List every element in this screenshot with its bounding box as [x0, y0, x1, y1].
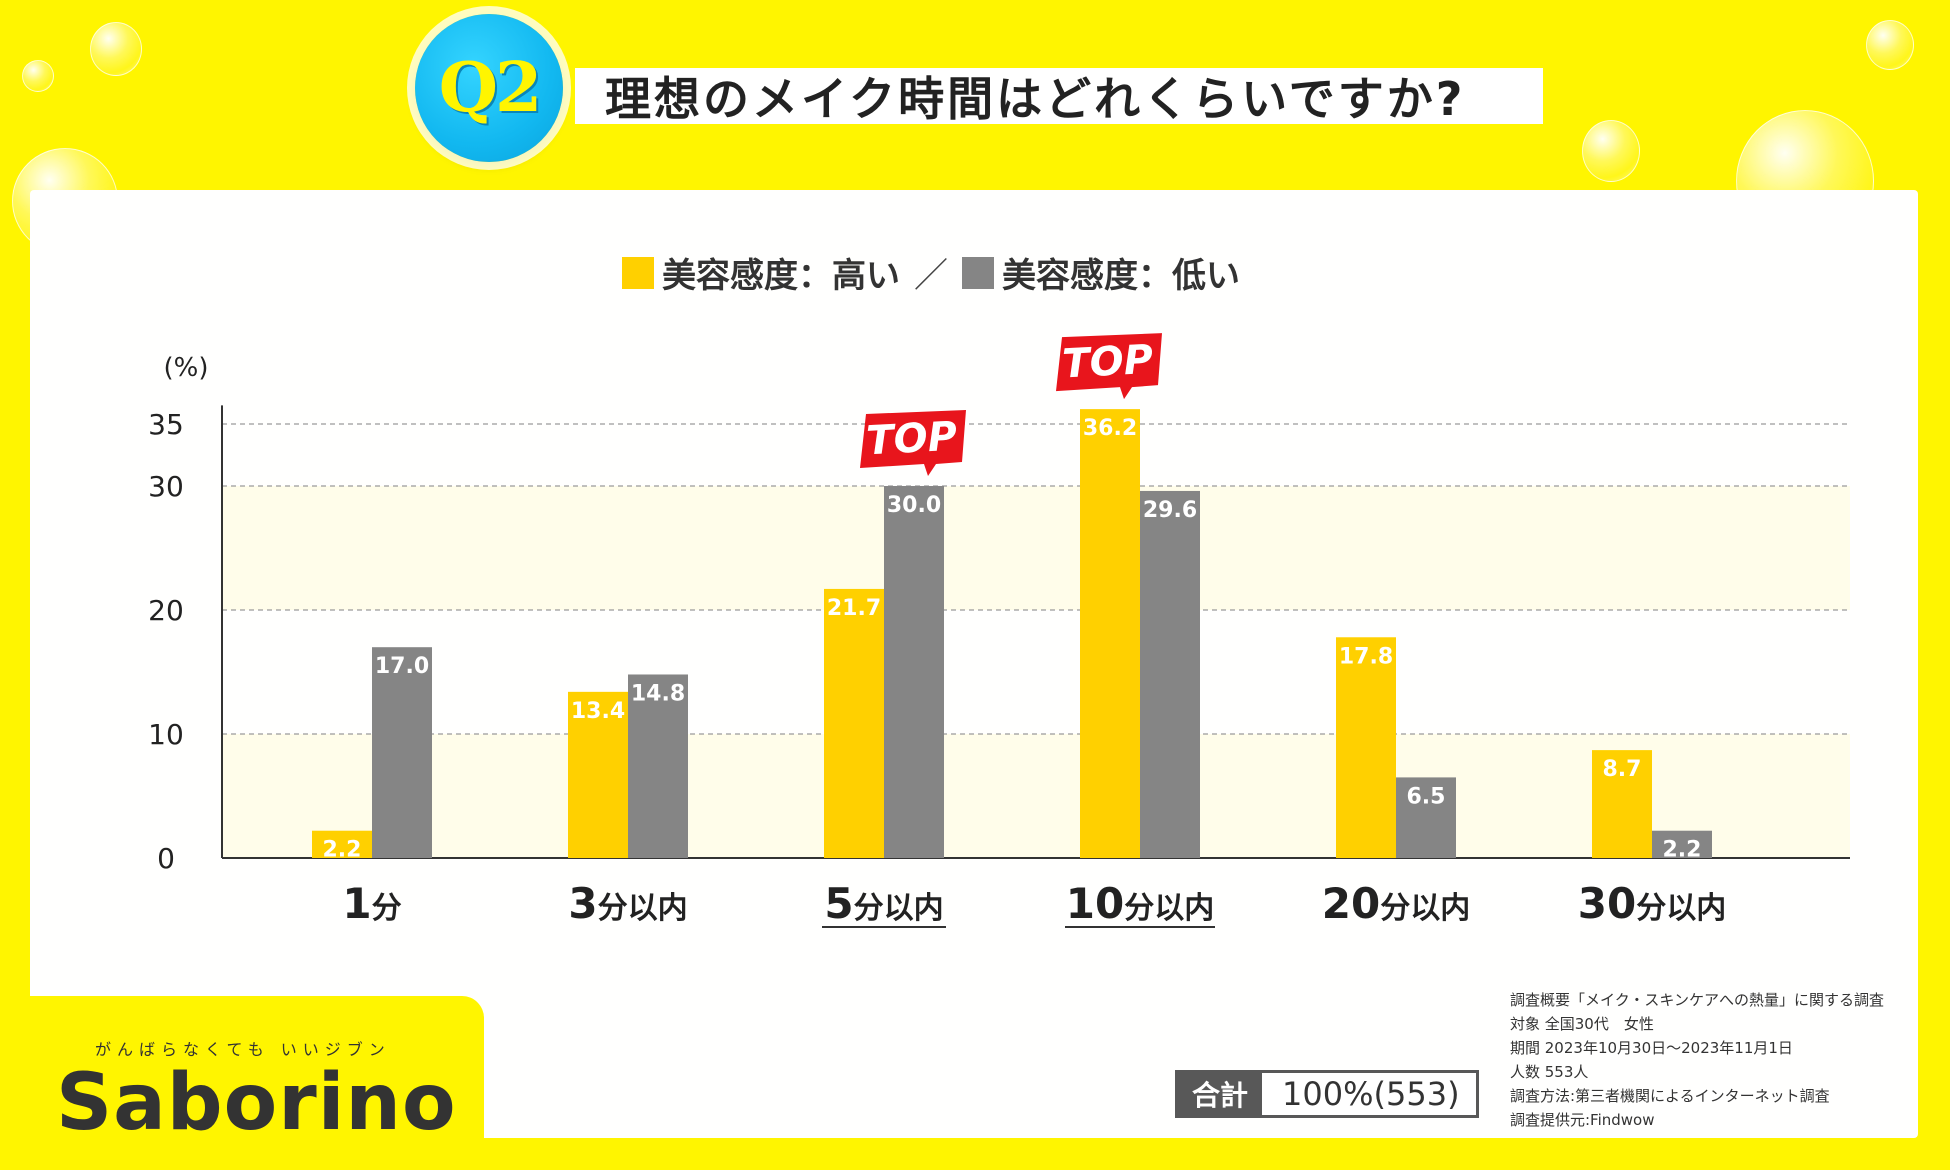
x-tick-label: 1分: [342, 879, 401, 928]
bar-value-label: 21.7: [827, 596, 881, 621]
y-tick-label: 10: [148, 718, 184, 751]
brand-tagline: がんばらなくても いいジブン: [95, 1040, 391, 1059]
bar-low: [1396, 777, 1456, 858]
question-badge: Q2: [415, 14, 563, 162]
survey-line: 調査方法:第三者機関によるインターネット調査: [1510, 1087, 1830, 1105]
plot-band: [222, 486, 1850, 610]
legend-label-high: 美容感度：高い: [662, 256, 900, 296]
total-value: 100%(553): [1282, 1075, 1460, 1113]
legend-swatch-high: [622, 256, 654, 289]
bar-value-label: 2.2: [1663, 838, 1702, 863]
bar-value-label: 14.8: [631, 681, 685, 706]
bar-value-label: 8.7: [1603, 757, 1642, 782]
total-label: 合計: [1178, 1073, 1263, 1115]
bar-low: [884, 486, 944, 858]
bubble-decoration: [22, 60, 54, 92]
question-number: Q2: [438, 48, 543, 128]
y-tick-label: 35: [148, 408, 184, 441]
brand-area: がんばらなくても いいジブン Saborino: [0, 996, 484, 1170]
legend-separator: ／: [914, 256, 948, 296]
legend-swatch-low: [962, 256, 994, 289]
y-axis-label: (%): [164, 353, 209, 383]
x-tick-label: 3分以内: [568, 879, 687, 928]
bar-low: [1652, 830, 1712, 858]
survey-summary: 調査概要「メイク・スキンケアへの熱量」に関する調査 対象 全国30代 女性 期間…: [1510, 988, 1884, 1132]
survey-line: 調査提供元:Findwow: [1510, 1111, 1655, 1129]
top-flag: [860, 410, 966, 476]
bar-value-label: 17.8: [1339, 644, 1393, 669]
chart-legend: 美容感度：高い ／ 美容感度：低い: [622, 248, 1240, 297]
page-title: 理想のメイク時間はどれくらいですか?: [605, 72, 1466, 126]
brand-logo: Saborino: [56, 1058, 457, 1148]
bar-value-label: 17.0: [375, 654, 429, 679]
x-tick-label: 30分以内: [1578, 879, 1726, 928]
x-tick-label: 10分以内: [1066, 879, 1214, 928]
bar-high: [824, 588, 884, 858]
bar-high: [1592, 750, 1652, 858]
survey-line: 調査概要「メイク・スキンケアへの熱量」に関する調査: [1510, 991, 1884, 1009]
survey-line: 対象 全国30代 女性: [1510, 1015, 1654, 1033]
bar-low: [372, 647, 432, 858]
bar-value-label: 2.2: [323, 838, 362, 863]
bar-high: [1336, 637, 1396, 858]
bar-high: [568, 691, 628, 858]
bar-high: [1080, 409, 1140, 858]
bubble-decoration: [1582, 120, 1640, 182]
bar-chart: 0 10 20 30 35 (%) 2.2 17.0 1分 13.414.8 3分以内 21.7 30.…: [148, 333, 1850, 928]
chart-panel: [30, 190, 1918, 1138]
bar-low: [1140, 490, 1200, 858]
title-bar: 理想のメイク時間はどれくらいですか?: [575, 68, 1543, 126]
total-box: 合計 100%(553): [1175, 1070, 1479, 1118]
y-tick-label: 0: [157, 842, 175, 875]
bar-value-label: 36.2: [1083, 416, 1137, 441]
bar-low: [628, 674, 688, 858]
plot-band: [222, 734, 1850, 858]
survey-line: 人数 553人: [1510, 1063, 1589, 1081]
y-tick-label: 20: [148, 594, 184, 627]
bar-value-label: 6.5: [1407, 784, 1446, 809]
survey-line: 期間 2023年10月30日～2023年11月1日: [1510, 1039, 1793, 1057]
x-tick-label: 20分以内: [1322, 879, 1470, 928]
bar-value-label: 29.6: [1143, 498, 1197, 523]
bar-value-label: 30.0: [887, 493, 941, 518]
legend-label-low: 美容感度：低い: [1002, 256, 1240, 296]
top-flag: [1056, 333, 1162, 400]
bubble-decoration: [90, 22, 142, 76]
top-flag-label: TOP: [865, 414, 958, 465]
top-flag-label: TOP: [1061, 337, 1154, 388]
bubble-decoration: [1866, 20, 1914, 70]
y-tick-label: 30: [148, 470, 184, 503]
bar-value-label: 13.4: [571, 699, 625, 724]
bar-high: [312, 830, 372, 858]
x-tick-label: 5分以内: [824, 879, 943, 928]
